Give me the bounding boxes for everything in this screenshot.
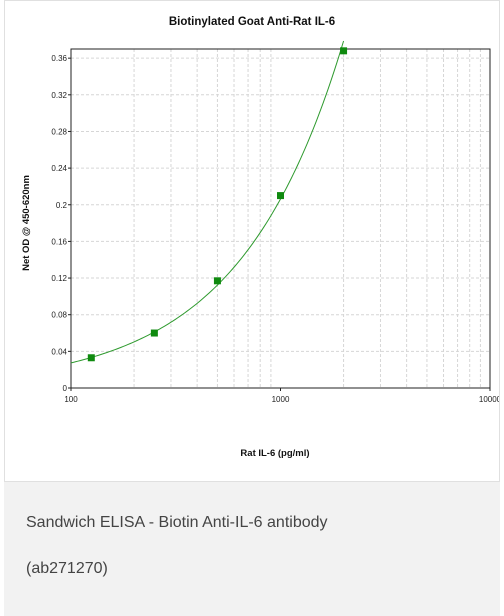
- y-tick-label: 0.08: [51, 311, 67, 320]
- data-points: [87, 47, 348, 362]
- caption-line-1: Sandwich ELISA - Biotin Anti-IL-6 antibo…: [26, 514, 328, 531]
- y-tick-label: 0.04: [51, 347, 67, 356]
- y-tick-label: 0.12: [51, 274, 67, 283]
- y-tick-label: 0.24: [51, 164, 67, 173]
- x-tick-label: 100: [64, 395, 78, 404]
- y-tick-label: 0.28: [51, 127, 67, 136]
- data-point: [213, 277, 221, 285]
- x-tick-label: 1000: [272, 395, 290, 404]
- data-point: [150, 329, 158, 337]
- figure-card: 0 0.04 0.08 0.12 0.16 0.2 0.24 0.28 0.32 0.36 100 1…: [4, 0, 500, 616]
- fit-curve: [70, 40, 345, 364]
- y-tick-label: 0.36: [51, 54, 67, 63]
- caption-line-2: (ab271270): [26, 560, 108, 577]
- data-point: [87, 354, 95, 362]
- chart-title: Biotinylated Goat Anti-Rat IL-6: [169, 16, 335, 28]
- axis-ticks: 0 0.04 0.08 0.12 0.16 0.2 0.24 0.28 0.32 0.36 100 1…: [51, 54, 499, 404]
- y-tick-label: 0.16: [51, 237, 67, 246]
- x-tick-label: 10000: [479, 395, 499, 404]
- x-axis-label: Rat IL-6 (pg/ml): [240, 448, 309, 459]
- y-axis-label: Net OD @ 450-620nm: [21, 175, 32, 271]
- data-point: [340, 47, 348, 55]
- elisa-chart: 0 0.04 0.08 0.12 0.16 0.2 0.24 0.28 0.32 0.36 100 1…: [21, 16, 499, 459]
- data-point: [277, 192, 284, 200]
- y-tick-label: 0.32: [51, 91, 67, 100]
- grid: [71, 49, 490, 388]
- chart-panel: 0 0.04 0.08 0.12 0.16 0.2 0.24 0.28 0.32 0.36 100 1…: [4, 0, 500, 482]
- y-tick-label: 0.2: [56, 201, 68, 210]
- y-tick-label: 0: [63, 384, 68, 393]
- figure-caption: Sandwich ELISA - Biotin Anti-IL-6 antibo…: [26, 500, 486, 592]
